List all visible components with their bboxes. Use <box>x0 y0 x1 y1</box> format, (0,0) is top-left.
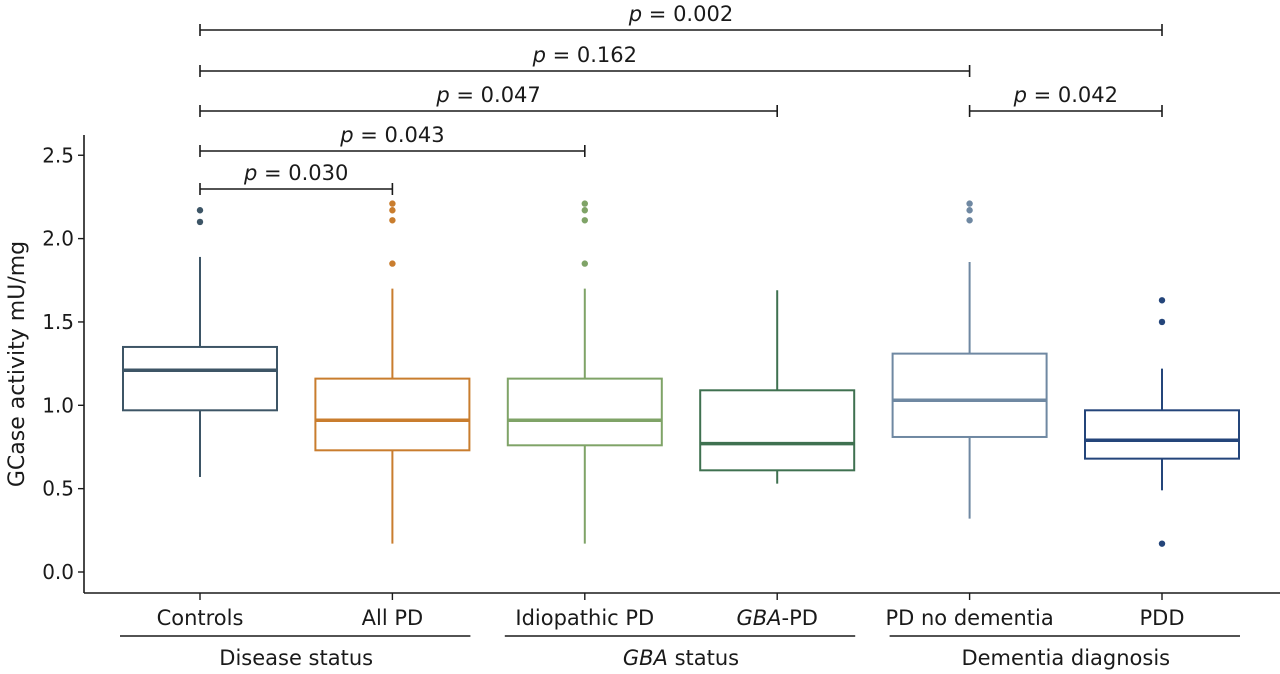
p-value-label-text: = 0.162 <box>546 43 637 67</box>
outlier-point <box>581 260 588 267</box>
outlier-point <box>389 207 396 214</box>
outlier-point <box>581 217 588 224</box>
outlier-point <box>196 218 204 226</box>
outlier-point <box>196 207 204 214</box>
box-controls <box>122 207 278 477</box>
group-title-text: Disease status <box>219 646 373 670</box>
significance-bracket: p = 0.030 <box>199 161 394 195</box>
x-tick-label-text: Controls <box>157 606 244 630</box>
x-tick-label-text: All PD <box>362 606 424 630</box>
axes: 0.0 0.5 1.0 1.5 2.0 2.5 <box>42 135 1280 600</box>
box-all-pd <box>314 200 471 544</box>
iqr-box <box>1084 409 1240 460</box>
x-tick-label: GBA-PD <box>736 606 817 630</box>
group-title: GBA status <box>623 646 739 670</box>
y-tick-label: 0.5 <box>42 477 74 501</box>
p-value-label-text: = 0.030 <box>257 161 348 185</box>
x-tick-label: Controls <box>157 606 244 630</box>
x-tick-label: Idiopathic PD <box>515 606 654 630</box>
group-title-text: status <box>668 646 739 670</box>
group-label: Dementia diagnosis <box>889 635 1240 670</box>
iqr-box <box>891 352 1048 438</box>
y-tick-label: 1.0 <box>42 393 74 417</box>
x-tick-label-text: PDD <box>1139 606 1184 630</box>
box-series <box>122 200 1240 547</box>
outlier-point <box>389 200 396 207</box>
significance-bracket: p = 0.047 <box>199 83 779 117</box>
x-tick-label: PD no dementia <box>885 606 1053 630</box>
y-tick-label: 1.5 <box>42 310 74 334</box>
iqr-box <box>122 345 278 412</box>
p-value-label: p = 0.047 <box>435 83 540 107</box>
group-title-italic: GBA <box>623 646 668 670</box>
outlier-point <box>581 207 588 214</box>
group-title: Disease status <box>219 646 373 670</box>
box-pdd <box>1084 297 1240 547</box>
p-value-label-text: = 0.002 <box>642 2 733 26</box>
group-label: GBA status <box>504 635 856 670</box>
p-value-label: p = 0.162 <box>532 43 637 67</box>
box-idiopathic-pd <box>506 200 663 544</box>
x-tick-label: All PD <box>362 606 424 630</box>
outlier-point <box>966 217 973 224</box>
significance-bracket: p = 0.002 <box>199 2 1163 36</box>
significance-bracket: p = 0.042 <box>968 83 1163 117</box>
p-value-label: p = 0.002 <box>628 2 733 26</box>
y-axis-label: GCase activity mU/mg <box>5 241 30 487</box>
y-tick-label: 2.0 <box>42 227 74 251</box>
outlier-point <box>389 217 396 224</box>
p-value-label-italic: p <box>435 83 449 107</box>
p-value-label-text: = 0.042 <box>1027 83 1118 107</box>
box-gba-pd <box>699 290 856 484</box>
outlier-point <box>389 260 396 267</box>
p-value-label-text: = 0.047 <box>450 83 541 107</box>
group-title-text: Dementia diagnosis <box>961 646 1170 670</box>
x-tick-label-text: PD no dementia <box>885 606 1053 630</box>
iqr-box <box>314 377 471 452</box>
x-tick-label-italic: GBA <box>736 606 781 630</box>
x-tick-label: PDD <box>1139 606 1184 630</box>
iqr-box <box>699 389 856 472</box>
outlier-point <box>1158 297 1166 304</box>
box-pd-no-dementia <box>891 200 1048 519</box>
p-value-label: p = 0.030 <box>243 161 348 185</box>
outlier-point <box>966 207 973 214</box>
group-label: Disease status <box>120 635 471 670</box>
iqr-box <box>506 377 663 447</box>
y-tick-label: 0.0 <box>42 560 74 584</box>
x-tick-label-text: Idiopathic PD <box>515 606 654 630</box>
outlier-point <box>1158 318 1166 326</box>
p-value-label-italic: p <box>532 43 546 67</box>
outlier-point <box>1158 540 1166 547</box>
p-value-label-text: = 0.043 <box>354 123 445 147</box>
p-value-label-italic: p <box>1013 83 1027 107</box>
y-tick-label: 2.5 <box>42 143 74 167</box>
outlier-point <box>966 200 973 207</box>
significance-bracket: p = 0.043 <box>199 123 586 157</box>
p-value-label-italic: p <box>339 123 353 147</box>
p-value-label-italic: p <box>243 161 257 185</box>
p-value-label: p = 0.042 <box>1013 83 1118 107</box>
x-tick-label-text: -PD <box>782 606 818 630</box>
group-title: Dementia diagnosis <box>961 646 1170 670</box>
x-axis-labels: Controls All PD Idiopathic PD GBA-PD PD no d… <box>120 606 1240 670</box>
significance-bracket: p = 0.162 <box>199 43 971 77</box>
p-value-label: p = 0.043 <box>339 123 444 147</box>
p-value-label-italic: p <box>628 2 642 26</box>
outlier-point <box>581 200 588 207</box>
